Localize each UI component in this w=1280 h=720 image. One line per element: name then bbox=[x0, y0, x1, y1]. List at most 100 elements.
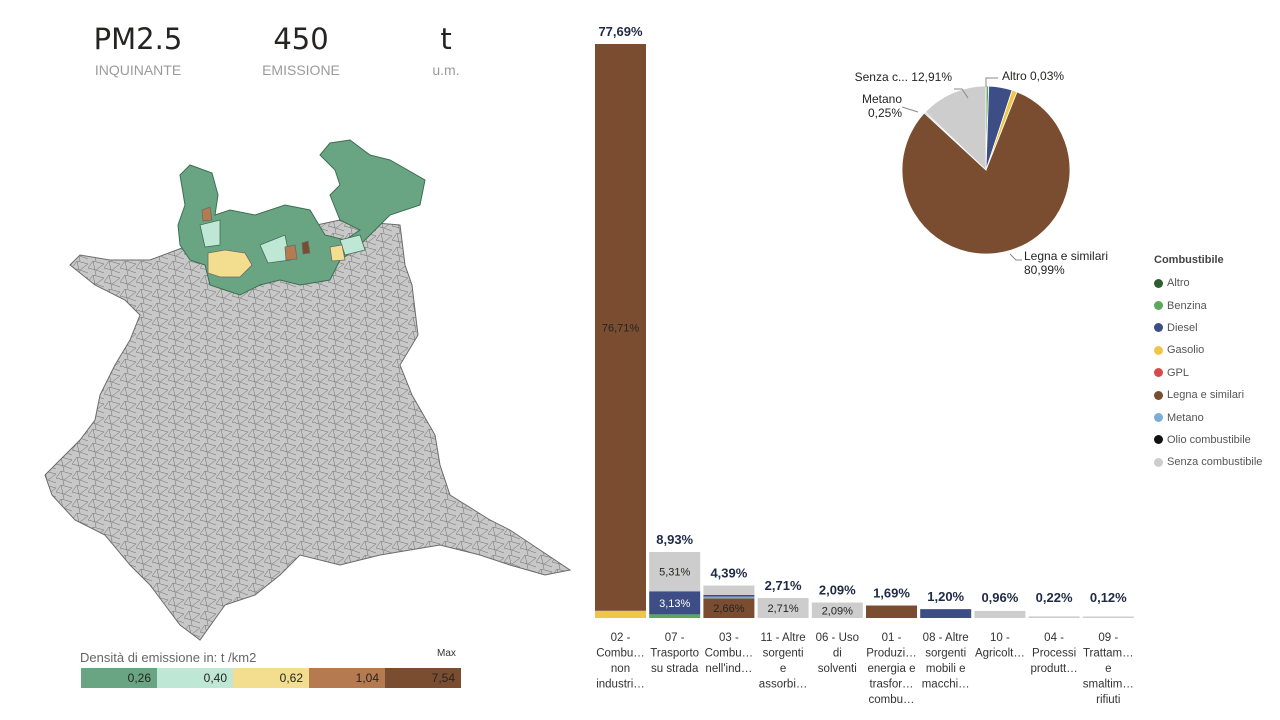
bar-category-label: energia e bbox=[868, 663, 916, 675]
bar-segment[interactable] bbox=[595, 44, 646, 611]
bar-category-label: sorgenti bbox=[925, 648, 966, 660]
legend-label: Benzina bbox=[1167, 299, 1207, 312]
kpi-value: t bbox=[440, 22, 452, 56]
bar-total-label: 0,96% bbox=[981, 590, 1018, 605]
bar-segment[interactable] bbox=[649, 614, 701, 618]
pie-leader-line bbox=[1009, 253, 1022, 261]
bar-segment-label: 2,09% bbox=[822, 605, 853, 617]
bar-segment[interactable] bbox=[703, 596, 755, 599]
bar-total-label: 2,71% bbox=[765, 578, 802, 593]
legend-swatch bbox=[1154, 323, 1163, 333]
legend-item[interactable]: Metano bbox=[1154, 406, 1262, 428]
bar-segment-label: 2,71% bbox=[767, 603, 798, 615]
kpi-emission: 450 EMISSIONE bbox=[231, 20, 371, 78]
zone-brown[interactable] bbox=[201, 206, 213, 222]
kpi-label: INQUINANTE bbox=[94, 62, 182, 78]
legend-item[interactable]: Gasolio bbox=[1154, 339, 1262, 361]
zone-yellow[interactable] bbox=[329, 244, 346, 262]
pie-leader-line bbox=[985, 77, 998, 87]
bar-category-label: non bbox=[611, 663, 630, 675]
bar-category-label: 08 - Altre bbox=[923, 632, 969, 644]
legend-item[interactable]: Legna e similari bbox=[1154, 384, 1262, 406]
bar-segment[interactable] bbox=[757, 597, 809, 618]
bar-segment[interactable] bbox=[866, 605, 917, 618]
bar-segment[interactable] bbox=[974, 610, 1026, 618]
legend-swatch bbox=[1154, 345, 1163, 355]
legend-swatch bbox=[1154, 435, 1163, 445]
legend-item[interactable]: Diesel bbox=[1154, 317, 1262, 339]
pie-label: Senza c... 12,91% bbox=[855, 70, 953, 84]
legend-item[interactable]: Olio combustibile bbox=[1154, 429, 1262, 451]
bar-segment[interactable] bbox=[1082, 616, 1134, 619]
bar-category-label: 02 - bbox=[611, 632, 631, 644]
bar-total-label: 1,20% bbox=[927, 589, 964, 604]
pie-label: Legna e similari bbox=[1024, 249, 1108, 263]
bar-category-label: di bbox=[833, 648, 842, 660]
bar-total-label: 4,39% bbox=[710, 566, 747, 581]
bar-category-label: e bbox=[780, 663, 786, 675]
bar-segment[interactable] bbox=[811, 602, 863, 618]
bar-category-label: 10 - bbox=[990, 632, 1010, 644]
legend-item[interactable]: Altro bbox=[1154, 272, 1262, 294]
bar-category-label: sorgenti bbox=[763, 648, 804, 660]
bar-category-label: 09 - bbox=[1098, 632, 1118, 644]
bar-total-label: 2,09% bbox=[819, 583, 856, 598]
bar-segment[interactable] bbox=[595, 610, 646, 618]
pie-label: Metano bbox=[862, 92, 902, 106]
legend-item[interactable]: GPL bbox=[1154, 362, 1262, 384]
kpi-unit: t u.m. bbox=[376, 20, 516, 78]
pie-slice[interactable] bbox=[901, 91, 1071, 255]
bar-segment-label: 2,66% bbox=[713, 603, 744, 615]
fuel-legend: Combustibile Altro Benzina Diesel Gasolio GP… bbox=[1154, 254, 1262, 474]
bar-category-label: produtt… bbox=[1030, 663, 1077, 675]
pie-slice[interactable] bbox=[924, 85, 987, 171]
density-bin: 0,62 bbox=[233, 668, 309, 688]
bar-segment[interactable] bbox=[649, 552, 701, 592]
pie-label: 80,99% bbox=[1024, 263, 1065, 277]
emission-density-map[interactable] bbox=[40, 135, 580, 645]
bar-total-label: 0,12% bbox=[1090, 590, 1127, 605]
legend-label: Altro bbox=[1167, 277, 1190, 290]
bar-segment[interactable] bbox=[649, 591, 701, 615]
bar-category-label: Combu… bbox=[596, 648, 645, 660]
legend-item[interactable]: Benzina bbox=[1154, 294, 1262, 316]
bar-segment-label: 3,13% bbox=[659, 598, 690, 610]
zone-yellow[interactable] bbox=[207, 249, 253, 278]
bar-category-label: nell'ind… bbox=[705, 663, 752, 675]
density-bin: 1,04 bbox=[309, 668, 385, 688]
density-legend-scale: 0,26 0,40 0,62 1,04 7,54 bbox=[81, 668, 461, 688]
bar-category-label: 11 - Altre bbox=[761, 632, 806, 644]
bar-segment-label: 5,31% bbox=[659, 567, 690, 579]
bar-category-label: Processi bbox=[1032, 648, 1076, 660]
zone-dark-brown[interactable] bbox=[301, 240, 311, 255]
pie-label: 0,25% bbox=[868, 106, 902, 120]
bar-segment[interactable] bbox=[703, 594, 755, 597]
bar-category-label: 04 - bbox=[1044, 632, 1064, 644]
bar-segment[interactable] bbox=[703, 585, 755, 595]
bar-segment[interactable] bbox=[703, 598, 755, 618]
bar-category-label: Combu… bbox=[705, 648, 754, 660]
legend-item[interactable]: Senza combustibile bbox=[1154, 451, 1262, 473]
legend-swatch bbox=[1154, 301, 1163, 311]
bar-category-label: Trasporto bbox=[650, 648, 699, 660]
bar-total-label: 8,93% bbox=[656, 532, 693, 547]
bar-segment[interactable] bbox=[1028, 616, 1080, 618]
legend-swatch bbox=[1154, 413, 1163, 423]
legend-label: Legna e similari bbox=[1167, 389, 1245, 402]
bar-category-label: mobili e bbox=[926, 663, 966, 675]
bar-total-label: 0,22% bbox=[1036, 590, 1073, 605]
legend-label: Metano bbox=[1167, 411, 1204, 424]
density-legend-title: Densità di emissione in: t /km2 bbox=[80, 650, 257, 665]
legend-swatch bbox=[1154, 457, 1163, 467]
pie-leader-line bbox=[954, 88, 969, 99]
kpi-label: EMISSIONE bbox=[262, 62, 340, 78]
zone-light-green[interactable] bbox=[199, 219, 221, 248]
bar-category-label: smaltim… bbox=[1083, 679, 1134, 691]
legend-label: GPL bbox=[1167, 366, 1190, 379]
density-legend-max: Max bbox=[437, 648, 456, 659]
bar-category-label: rifiuti bbox=[1096, 694, 1120, 706]
kpi-label: u.m. bbox=[432, 62, 460, 78]
zone-brown[interactable] bbox=[284, 244, 298, 261]
bar-segment[interactable] bbox=[920, 609, 972, 618]
